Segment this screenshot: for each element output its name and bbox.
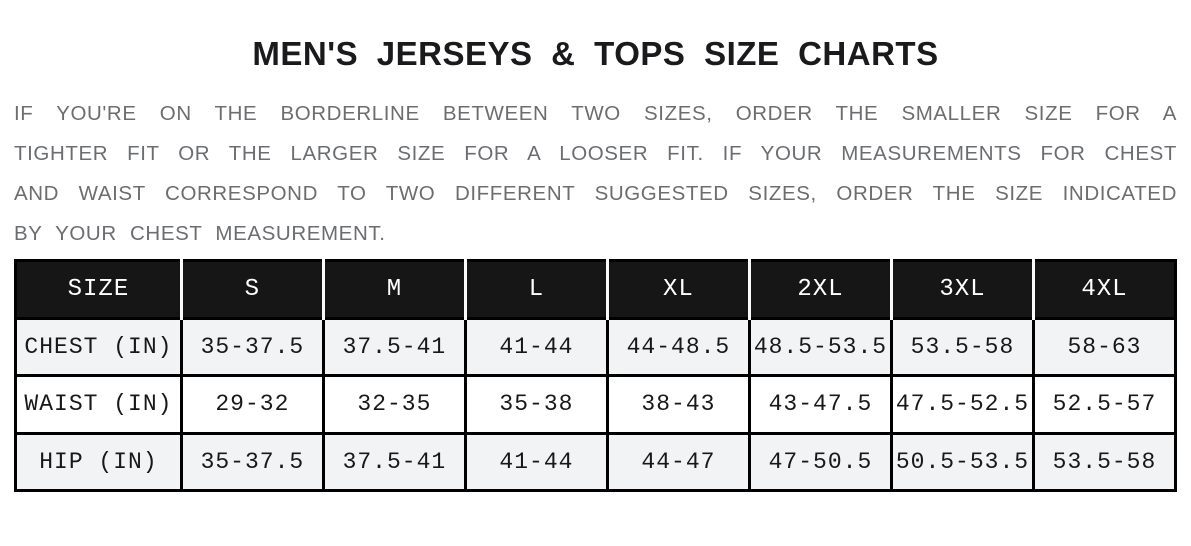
size-chart-table: SIZE S M L XL 2XL 3XL 4XL CHEST (IN) 35-… xyxy=(14,259,1178,493)
size-chart-cell: 37.5-41 xyxy=(321,431,467,493)
size-chart-cell: 58-63 xyxy=(1031,316,1178,378)
column-header-size: SIZE xyxy=(15,260,182,319)
size-chart-cell: 35-37.5 xyxy=(179,316,325,378)
intro-line: TIGHTER FIT OR THE LARGER SIZE FOR A LOO… xyxy=(14,142,1177,166)
size-chart-cell: 35-37.5 xyxy=(179,431,325,493)
size-chart-cell: 50.5-53.5 xyxy=(889,431,1035,493)
hip-row: HIP (IN) 35-37.5 37.5-41 41-44 44-47 47-… xyxy=(14,431,1178,493)
column-header-l: L xyxy=(463,260,608,319)
waist-row: WAIST (IN) 29-32 32-35 35-38 38-43 43-47… xyxy=(14,374,1178,435)
column-header-3xl: 3XL xyxy=(889,260,1034,319)
chest-row: CHEST (IN) 35-37.5 37.5-41 41-44 44-48.5… xyxy=(14,316,1178,378)
size-chart-cell: 38-43 xyxy=(605,374,751,435)
intro-line: AND WAIST CORRESPOND TO TWO DIFFERENT SU… xyxy=(14,182,1177,206)
column-header-s: S xyxy=(179,260,324,319)
size-chart-cell: 29-32 xyxy=(179,374,325,435)
row-label-hip: HIP (IN) xyxy=(14,431,183,493)
size-chart-cell: 37.5-41 xyxy=(321,316,467,378)
size-chart-cell: 41-44 xyxy=(463,316,609,378)
column-header-xl: XL xyxy=(605,260,750,319)
size-chart-cell: 44-48.5 xyxy=(605,316,751,378)
size-chart-cell: 47-50.5 xyxy=(747,431,893,493)
column-header-m: M xyxy=(321,260,466,319)
size-chart-cell: 53.5-58 xyxy=(1031,431,1178,493)
row-label-chest: CHEST (IN) xyxy=(14,316,183,378)
size-chart-cell: 53.5-58 xyxy=(889,316,1035,378)
intro-paragraph: IF YOU'RE ON THE BORDERLINE BETWEEN TWO … xyxy=(14,94,1177,254)
intro-line: BY YOUR CHEST MEASUREMENT. xyxy=(14,222,386,246)
size-chart-cell: 41-44 xyxy=(463,431,609,493)
size-chart-cell: 32-35 xyxy=(321,374,467,435)
column-header-2xl: 2XL xyxy=(747,260,892,319)
size-chart-cell: 52.5-57 xyxy=(1031,374,1178,435)
column-header-4xl: 4XL xyxy=(1031,260,1176,319)
size-chart-cell: 43-47.5 xyxy=(747,374,893,435)
intro-line: IF YOU'RE ON THE BORDERLINE BETWEEN TWO … xyxy=(14,102,1177,126)
size-chart-header-row: SIZE S M L XL 2XL 3XL 4XL xyxy=(15,260,1176,319)
size-chart-cell: 48.5-53.5 xyxy=(747,316,893,378)
size-chart-cell: 44-47 xyxy=(605,431,751,493)
row-label-waist: WAIST (IN) xyxy=(14,374,183,435)
size-chart-cell: 47.5-52.5 xyxy=(889,374,1035,435)
size-chart-cell: 35-38 xyxy=(463,374,609,435)
page-title: MEN'S JERSEYS & TOPS SIZE CHARTS xyxy=(252,35,939,72)
